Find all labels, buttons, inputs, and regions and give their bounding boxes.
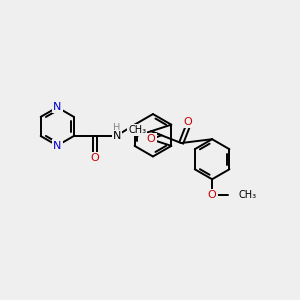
Text: N: N (112, 131, 121, 141)
Text: O: O (147, 134, 155, 144)
Text: CH₃: CH₃ (238, 190, 257, 200)
Text: O: O (208, 190, 217, 200)
Text: N: N (53, 102, 61, 112)
Text: N: N (53, 141, 61, 151)
Text: O: O (183, 117, 192, 127)
Text: O: O (91, 153, 99, 164)
Text: H: H (113, 123, 121, 133)
Text: CH₃: CH₃ (128, 125, 146, 135)
